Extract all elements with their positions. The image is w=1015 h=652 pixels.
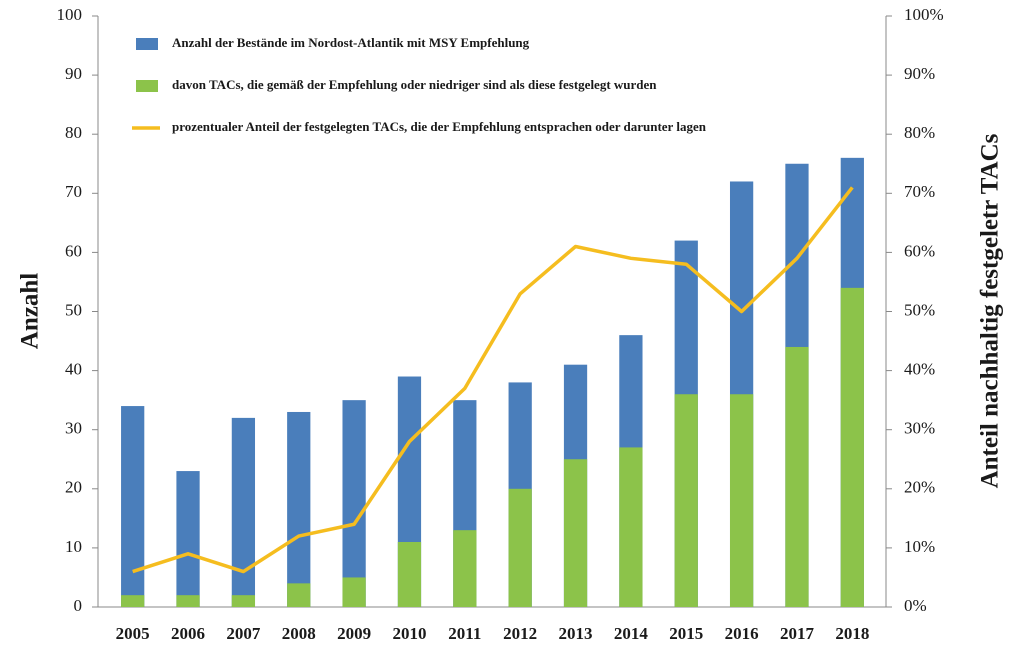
y2-tick-label: 10%	[904, 537, 935, 556]
x-tick-label: 2006	[171, 624, 205, 643]
y2-tick-label: 50%	[904, 300, 935, 319]
line	[132, 186, 854, 574]
bar	[176, 595, 200, 607]
legend-swatch	[136, 80, 158, 92]
y2-axis-title: Anteil nachhaltig festgeletr TACs	[977, 133, 1004, 488]
bar	[176, 471, 200, 607]
y-tick-label: 30	[65, 419, 82, 438]
bar	[453, 530, 477, 607]
bar	[508, 488, 532, 607]
y-tick-label: 10	[65, 537, 82, 556]
x-tick-label: 2016	[725, 624, 759, 643]
y-tick-label: 100	[57, 5, 83, 24]
bar	[287, 411, 311, 607]
y2-tick-label: 0%	[904, 596, 927, 615]
y2-tick-label: 80%	[904, 123, 935, 142]
y-tick-label: 90	[65, 64, 82, 83]
bar	[840, 287, 864, 607]
y-tick-label: 50	[65, 300, 82, 319]
x-tick-label: 2009	[337, 624, 371, 643]
legend-label: davon TACs, die gemäß der Empfehlung ode…	[172, 77, 657, 92]
bar	[342, 400, 366, 607]
y2-tick-label: 20%	[904, 478, 935, 497]
y-tick-label: 40	[65, 360, 82, 379]
bar	[121, 595, 145, 607]
bar	[287, 583, 311, 607]
legend-label: prozentualer Anteil der festgelegten TAC…	[172, 119, 707, 134]
y2-tick-label: 60%	[904, 241, 935, 260]
legend-label: Anzahl der Bestände im Nordost-Atlantik …	[172, 35, 530, 50]
x-tick-label: 2013	[559, 624, 593, 643]
bar	[619, 447, 643, 607]
x-tick-label: 2011	[448, 624, 481, 643]
x-tick-label: 2018	[835, 624, 869, 643]
bar	[729, 394, 754, 607]
y-tick-label: 80	[65, 123, 82, 142]
y-axis-title: Anzahl	[17, 273, 44, 349]
bar	[342, 577, 366, 607]
legend-swatch	[136, 38, 158, 50]
bar	[231, 595, 256, 607]
bar	[397, 541, 422, 607]
y2-tick-label: 70%	[904, 182, 935, 201]
y-tick-label: 70	[65, 182, 82, 201]
x-tick-label: 2008	[282, 624, 316, 643]
y2-tick-label: 40%	[904, 360, 935, 379]
x-tick-label: 2007	[226, 624, 261, 643]
y2-tick-label: 100%	[904, 5, 944, 24]
bar	[231, 417, 256, 607]
y-tick-label: 60	[65, 241, 82, 260]
bar	[121, 406, 145, 607]
bar	[674, 394, 698, 607]
x-tick-label: 2015	[669, 624, 703, 643]
x-tick-label: 2017	[780, 624, 815, 643]
y2-tick-label: 90%	[904, 64, 935, 83]
x-tick-label: 2012	[503, 624, 537, 643]
y-tick-label: 20	[65, 478, 82, 497]
bar	[563, 459, 588, 607]
x-tick-label: 2005	[116, 624, 150, 643]
x-tick-label: 2010	[392, 624, 426, 643]
bar	[785, 346, 809, 607]
x-tick-label: 2014	[614, 624, 649, 643]
y-tick-label: 0	[74, 596, 83, 615]
y2-tick-label: 30%	[904, 419, 935, 438]
